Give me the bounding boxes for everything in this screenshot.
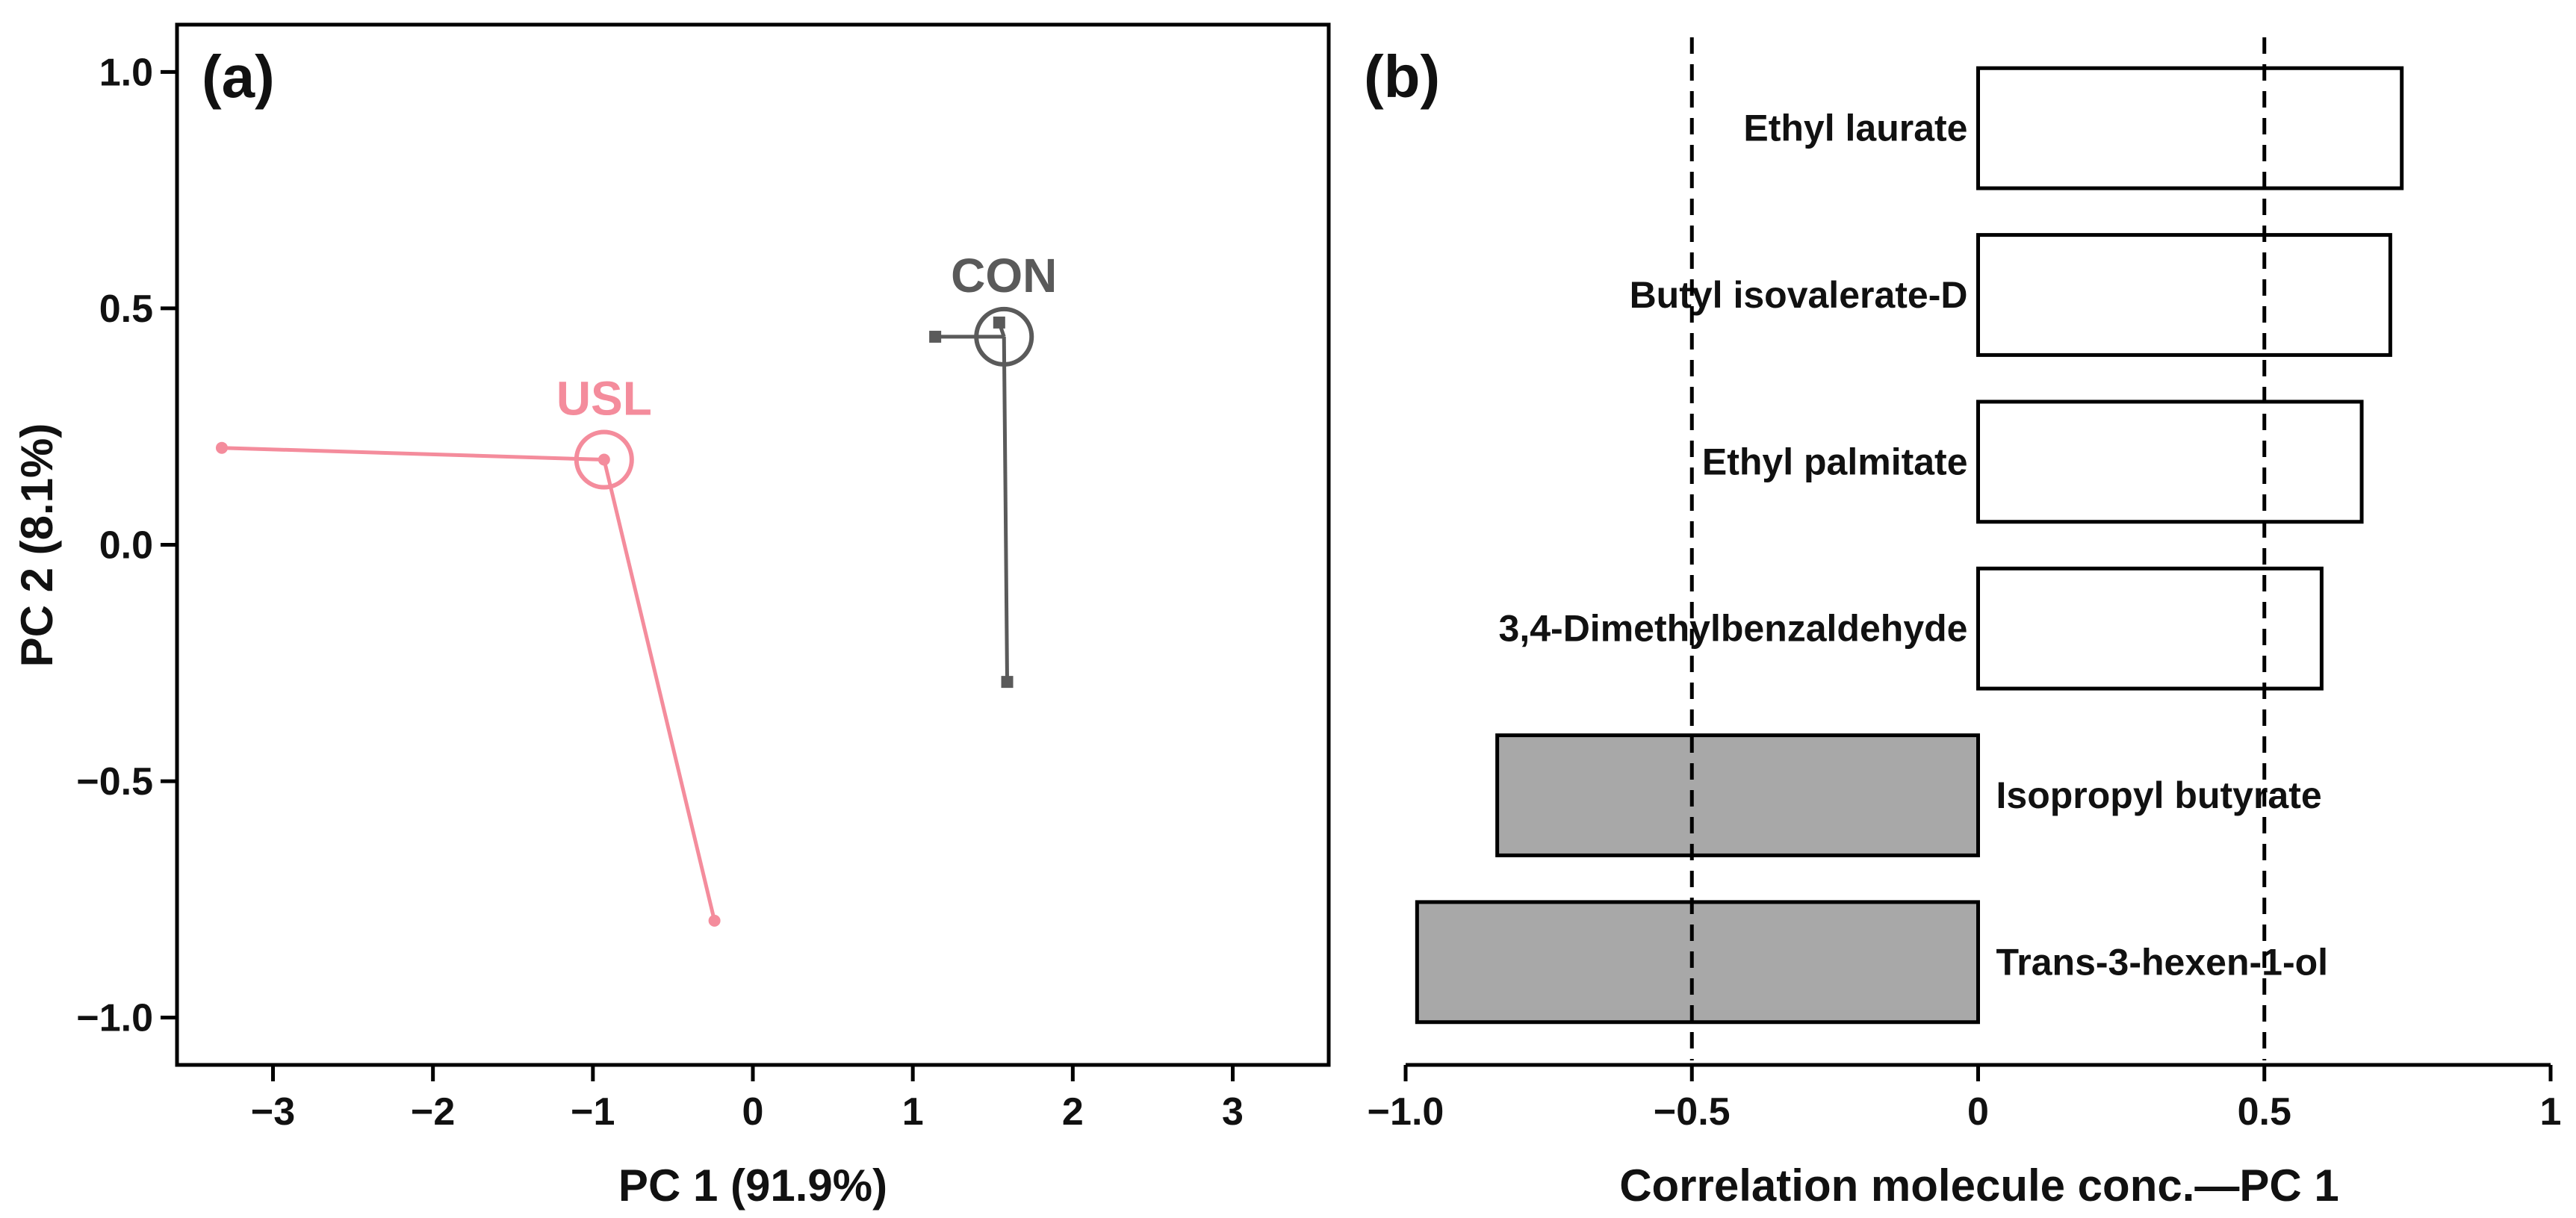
y-tick-label: −1.0	[76, 997, 153, 1040]
x-tick-label: −1.0	[1368, 1090, 1444, 1134]
x-tick-label: −0.5	[1654, 1090, 1731, 1134]
con-data-point	[929, 330, 942, 343]
panel-b-bars: Ethyl laurate Butyl isovalerate-D Ethyl pa…	[1415, 66, 2404, 1025]
x-tick-label: 1	[902, 1090, 924, 1134]
correlation-bar	[1976, 566, 2324, 691]
bar-category-label: Ethyl palmitate	[1702, 441, 1968, 482]
x-tick-label: −3	[251, 1090, 295, 1134]
y-tick-label: −0.5	[76, 760, 153, 804]
correlation-bar	[1976, 400, 2364, 524]
bar-category-label: Trans-3-hexen-1-ol	[1996, 941, 2329, 983]
x-tick-label: −1	[571, 1090, 615, 1134]
x-tick-label: −2	[411, 1090, 455, 1134]
panel-a-label: (a)	[202, 43, 275, 110]
y-tick-label: 0.5	[99, 288, 153, 331]
usl-spoke-line	[602, 459, 717, 922]
panel-b-label: (b)	[1364, 43, 1440, 110]
panel-b-reference-lines	[1689, 37, 2267, 1060]
con-group-label: CON	[951, 249, 1057, 302]
panel-a-frame	[175, 22, 1331, 1067]
x-tick-label: 2	[1062, 1090, 1084, 1134]
x-tick-label: 0	[742, 1090, 764, 1134]
panel-a-y-axis-title: PC 2 (8.1%)	[12, 423, 62, 668]
con-spoke-line	[1002, 336, 1010, 683]
usl-spoke-line	[221, 446, 604, 462]
x-tick-label: 3	[1222, 1090, 1244, 1134]
y-tick-label: 1.0	[99, 51, 153, 94]
panel-a-pca-plot: (a) −3 −2 −1 0 1 2 3 1.00.50.0−0.5−1.0 USLCON …	[12, 22, 1331, 1211]
bar-category-label: Ethyl laurate	[1743, 108, 1967, 149]
x-tick-label: 0	[1967, 1090, 1989, 1134]
usl-data-point	[598, 453, 610, 466]
panel-a-y-axis: 1.0 0.5 0.0 −0.5 −1.0	[76, 51, 177, 1040]
panel-a-x-axis-title: PC 1 (91.9%)	[618, 1160, 887, 1211]
bar-category-label: Isopropyl butyrate	[1996, 774, 2322, 816]
con-data-point	[993, 316, 1005, 329]
con-centroid-ring	[974, 306, 1034, 367]
con-data-point	[1001, 676, 1014, 689]
correlation-bar	[1495, 733, 1980, 857]
panel-b-x-axis-title: Correlation molecule conc.—PC 1	[1619, 1160, 2339, 1211]
x-tick-label: 1	[2540, 1090, 2562, 1134]
x-tick-label: 0.5	[2238, 1090, 2291, 1134]
usl-group-label: USL	[556, 372, 652, 426]
panel-a-x-axis: −3 −2 −1 0 1 2 3	[251, 1065, 1244, 1134]
usl-data-point	[708, 914, 721, 927]
y-tick-label: 0.0	[99, 524, 153, 568]
correlation-bar	[1976, 66, 2404, 190]
bar-category-label: 3,4-Dimethylbenzaldehyde	[1499, 608, 1968, 650]
panel-a-series: USL CON	[215, 249, 1057, 927]
correlation-bar	[1976, 233, 2392, 357]
panel-b-x-axis: −1.0 −0.5 0 0.5 1	[1368, 1065, 2562, 1134]
usl-data-point	[215, 441, 228, 454]
bar-category-label: Butyl isovalerate-D	[1630, 274, 1968, 316]
usl-centroid-ring	[574, 429, 634, 490]
correlation-bar	[1415, 900, 1980, 1025]
